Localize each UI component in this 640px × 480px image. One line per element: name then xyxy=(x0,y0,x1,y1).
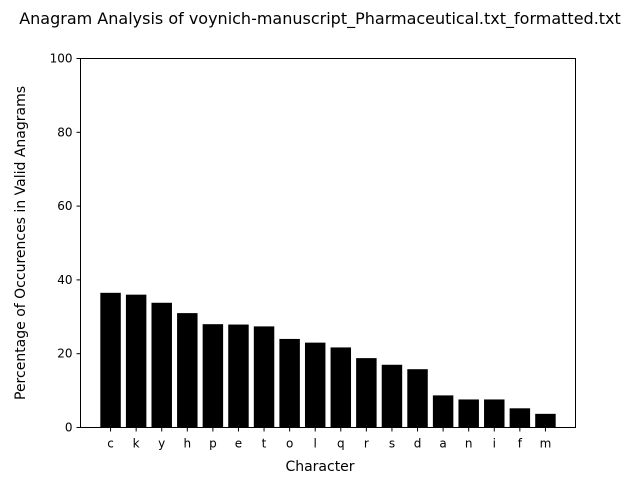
bar-y xyxy=(151,302,172,428)
y-tick-label: 80 xyxy=(57,125,72,139)
bar-p xyxy=(202,324,224,428)
bar-q xyxy=(330,347,352,428)
bar-k xyxy=(125,294,147,428)
x-tick-label: f xyxy=(518,437,523,451)
y-tick-label: 0 xyxy=(65,421,73,435)
x-tick-label: m xyxy=(540,437,552,451)
x-tick-label: d xyxy=(414,437,422,451)
bar-n xyxy=(458,399,479,428)
bar-h xyxy=(177,313,198,428)
x-tick-label: n xyxy=(465,437,473,451)
bar-f xyxy=(509,408,531,428)
x-tick-label: q xyxy=(337,437,345,451)
x-axis-label: Character xyxy=(285,459,354,475)
x-tick-label: a xyxy=(439,437,446,451)
bar-e xyxy=(228,324,249,428)
bar-m xyxy=(535,413,556,428)
x-tick-label: p xyxy=(209,437,217,451)
x-tick-label: i xyxy=(493,437,496,451)
chart-title: Anagram Analysis of voynich-manuscript_P… xyxy=(19,9,621,29)
x-tick-label: y xyxy=(158,437,165,451)
x-tick-label: e xyxy=(235,437,242,451)
x-tick-label: r xyxy=(364,437,369,451)
bar-c xyxy=(100,292,121,428)
x-tick-label: c xyxy=(107,437,114,451)
x-tick-label: t xyxy=(262,437,267,451)
y-ticks-group: 0 20 40 60 80 100 xyxy=(50,52,81,435)
bar-i xyxy=(484,399,505,428)
bar-t xyxy=(253,326,275,428)
x-tick-label: k xyxy=(133,437,140,451)
bar-a xyxy=(432,395,454,428)
x-tick-label: h xyxy=(183,437,191,451)
x-tick-label: l xyxy=(314,437,317,451)
bar-d xyxy=(407,369,428,428)
y-tick-label: 100 xyxy=(50,52,73,66)
x-tick-label: o xyxy=(286,437,293,451)
y-tick-label: 40 xyxy=(57,273,72,287)
bars-group xyxy=(100,292,556,428)
bar-l xyxy=(304,342,326,428)
y-tick-label: 60 xyxy=(57,199,72,213)
bar-s xyxy=(381,364,403,428)
bar-o xyxy=(279,338,300,428)
x-tick-label: s xyxy=(389,437,395,451)
y-axis-label: Percentage of Occurences in Valid Anagra… xyxy=(13,86,29,400)
bar-r xyxy=(356,358,377,428)
y-tick-label: 20 xyxy=(57,347,72,361)
plot-frame xyxy=(80,58,576,428)
